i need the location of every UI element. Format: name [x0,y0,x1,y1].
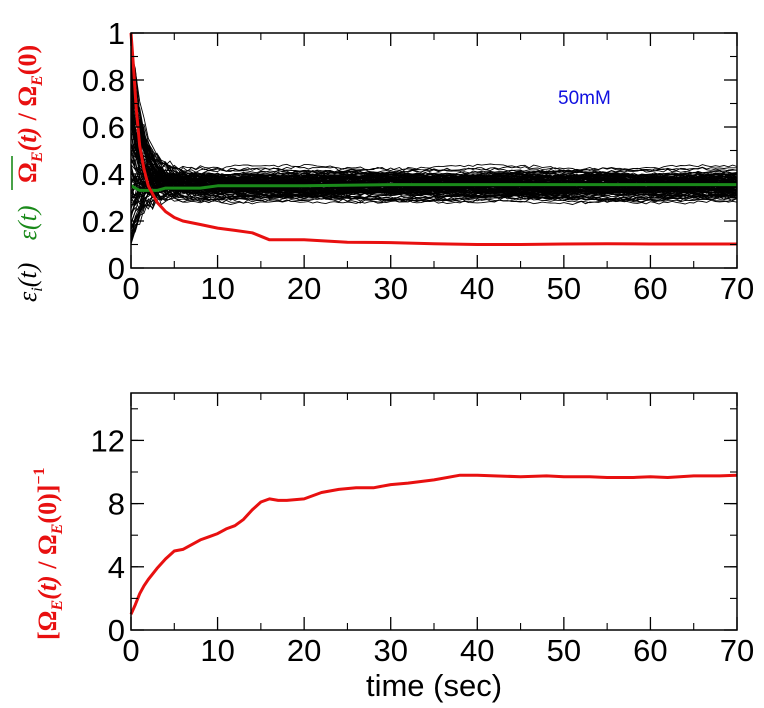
ylabel-inverse-omega: [ΩE(t) / ΩE(0)]−1 [31,467,66,640]
ensemble-trace [130,195,738,210]
top-panel: 0 10 20 30 40 50 60 70 0 0.2 0.4 0.6 0.8 1 50mM εi(t)… [11,16,754,306]
ensemble-trace [130,113,737,185]
top-y-axis-label: εi(t) ε(t) ΩE(t) / ΩE(0) [11,45,46,302]
ylabel-epsilon-i: εi(t) [13,263,46,302]
series-green-line [130,183,737,192]
bottom-ytick-label: 4 [108,550,125,585]
ensemble-trace [130,191,738,243]
top-xtick-label: 10 [200,271,234,306]
bottom-y-axis-label: [ΩE(t) / ΩE(0)]−1 [31,467,66,640]
ensemble-trace [130,82,738,178]
top-ytick-label: 0.2 [82,204,125,239]
ensemble-trace [130,171,738,206]
ensemble-trace [130,101,738,172]
ensemble-trace [130,56,738,182]
bottom-xtick-label: 0 [122,633,139,668]
bottom-xtick-label: 30 [373,633,407,668]
ensemble-trace [130,144,738,184]
bottom-xtick-label: 70 [720,633,754,668]
ensemble-trace [130,71,738,181]
top-xtick-label: 20 [287,271,321,306]
ensemble-trace [130,60,738,178]
ensemble-lines [130,37,738,245]
ensemble-trace [130,63,738,182]
bottom-xtick-label: 40 [460,633,494,668]
bottom-xtick-label: 20 [287,633,321,668]
top-xtick-label: 30 [373,271,407,306]
ensemble-trace [130,106,738,175]
series-inverse-omega-line [129,473,738,615]
top-series-group [129,32,737,246]
ensemble-trace [130,62,738,196]
bottom-ytick-label: 12 [91,423,125,458]
top-ytick-label: 0.6 [82,110,125,145]
ensemble-trace [130,37,738,187]
top-ytick-label: 1 [108,16,125,51]
svg-text:[ΩE(t) / ΩE(0)]−1: [ΩE(t) / ΩE(0)]−1 [31,467,66,640]
bottom-panel: 0 10 20 30 40 50 60 70 0 4 8 12 time (sec) [ΩE(t) /… [31,392,754,703]
svg-text:εi(t) ε(t) ΩE(: εi(t) ε(t) ΩE(t) / ΩE(0) [13,45,46,302]
bottom-ytick-label: 0 [108,613,125,648]
top-ytick-label: 0.8 [82,63,125,98]
series-red-line [129,32,737,246]
ensemble-trace [130,43,738,199]
bottom-xtick-label: 60 [633,633,667,668]
top-xtick-label: 70 [720,271,754,306]
top-xtick-label: 50 [547,271,581,306]
ensemble-trace [130,71,738,190]
top-ytick-label: 0.4 [82,157,125,192]
bottom-plot-frame [130,392,738,631]
top-ytick-label: 0 [108,251,125,286]
bottom-xtick-label: 50 [547,633,581,668]
top-plot-frame [130,32,738,269]
ensemble-trace [130,53,738,178]
ensemble-trace [130,100,738,193]
bottom-xtick-label: 10 [200,633,234,668]
ensemble-trace [130,73,738,189]
x-axis-title: time (sec) [366,668,502,703]
ylabel-omega-ratio: ΩE(t) / ΩE(0) [13,45,46,183]
ensemble-trace [130,74,738,183]
top-xtick-label: 0 [122,271,139,306]
ensemble-trace [130,86,737,193]
ensemble-trace [130,80,738,188]
top-xtick-label: 60 [633,271,667,306]
bottom-ticks: 0 10 20 30 40 50 60 70 0 4 8 12 [91,393,754,668]
bottom-ytick-label: 8 [108,487,125,522]
concentration-annotation: 50mM [558,88,611,109]
ensemble-trace [130,164,738,190]
top-ticks: 0 10 20 30 40 50 60 70 0 0.2 0.4 0.6 0.8 1 [82,16,754,306]
bottom-series-group [129,473,738,615]
ylabel-epsilon-mean: ε(t) [13,205,42,240]
top-xtick-label: 40 [460,271,494,306]
